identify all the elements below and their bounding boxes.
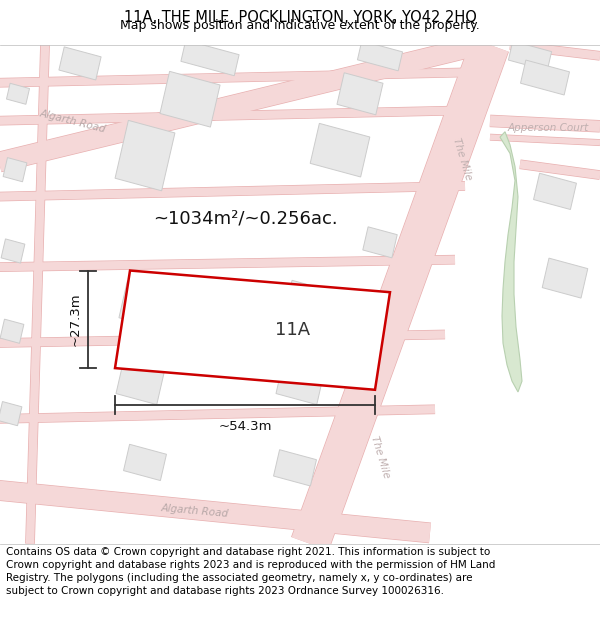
Bar (337, 72, 383, 115)
Bar (59, 47, 101, 80)
Bar (542, 258, 588, 298)
Bar (508, 41, 551, 71)
Text: Apperson Court: Apperson Court (508, 124, 589, 134)
Text: 11A, THE MILE, POCKLINGTON, YORK, YO42 2HQ: 11A, THE MILE, POCKLINGTON, YORK, YO42 2… (124, 10, 476, 25)
Text: 11A: 11A (275, 321, 310, 339)
Bar (284, 281, 336, 326)
Text: ~54.3m: ~54.3m (218, 420, 272, 433)
Bar (124, 444, 166, 481)
Bar (7, 83, 29, 104)
Text: ~1034m²/~0.256ac.: ~1034m²/~0.256ac. (152, 209, 337, 227)
Bar (181, 40, 239, 76)
Bar (119, 281, 171, 329)
Polygon shape (115, 271, 390, 390)
Text: The Mile: The Mile (451, 136, 473, 181)
Bar (1, 239, 25, 263)
Text: Algarth Road: Algarth Road (39, 108, 107, 134)
Bar (358, 41, 403, 71)
Text: Contains OS data © Crown copyright and database right 2021. This information is : Contains OS data © Crown copyright and d… (6, 547, 496, 596)
Text: ~27.3m: ~27.3m (69, 292, 82, 346)
Text: The Mile: The Mile (369, 434, 391, 479)
Bar (274, 450, 316, 486)
Bar (533, 173, 577, 209)
Text: Algarth Road: Algarth Road (161, 503, 229, 519)
Bar (0, 319, 24, 343)
Bar (116, 362, 164, 404)
Bar (3, 158, 27, 182)
Bar (160, 71, 220, 127)
Text: Map shows position and indicative extent of the property.: Map shows position and indicative extent… (120, 19, 480, 31)
Bar (363, 227, 397, 258)
Bar (276, 362, 324, 404)
Polygon shape (500, 132, 522, 392)
Bar (0, 401, 22, 426)
Bar (310, 123, 370, 177)
Bar (115, 121, 175, 191)
Bar (521, 60, 569, 95)
